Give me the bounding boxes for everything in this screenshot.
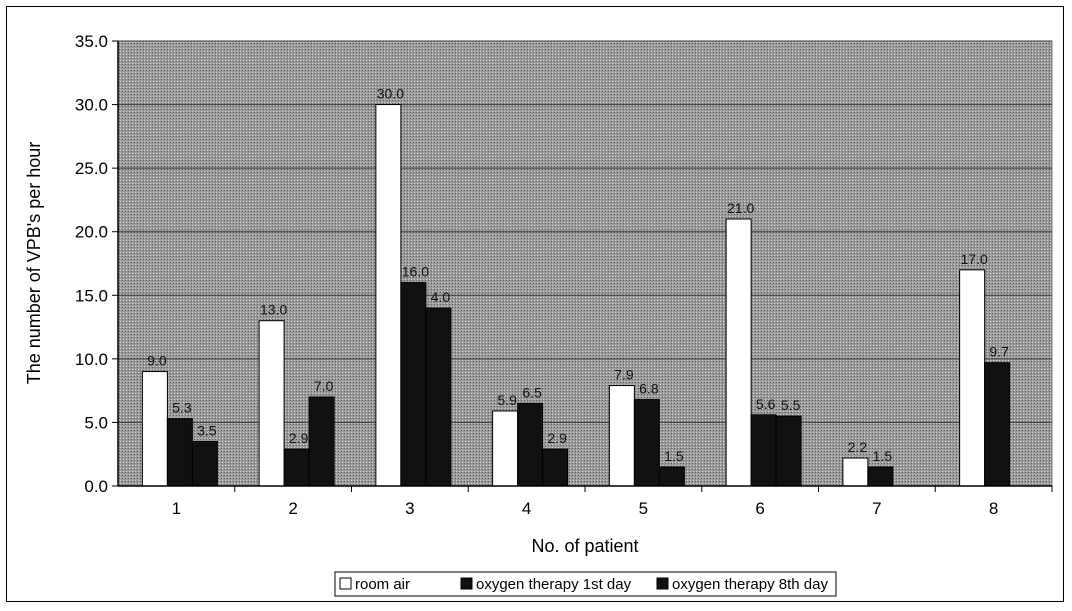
- data-label: 16.0: [402, 264, 429, 280]
- bar-room-air-patient-4: [492, 410, 519, 487]
- bar-oxygen-therapy-1st-day-patient-4: [517, 402, 544, 487]
- bar-oxygen-therapy-1st-day-patient-6: [750, 414, 777, 487]
- x-tick-label: 8: [989, 499, 998, 518]
- data-label: 3.5: [197, 423, 217, 439]
- y-tick-label: 5.0: [84, 413, 108, 432]
- legend-label: room air: [355, 576, 410, 593]
- bar-oxygen-therapy-8th-day-patient-2: [308, 396, 335, 487]
- bar-room-air-patient-8: [959, 269, 986, 487]
- y-tick-label: 25.0: [75, 159, 108, 178]
- data-label: 2.9: [547, 430, 567, 446]
- data-label: 5.3: [172, 400, 192, 416]
- data-label: 5.5: [781, 397, 801, 413]
- y-tick-label: 0.0: [84, 477, 108, 496]
- data-label: 21.0: [727, 200, 754, 216]
- legend-box: [334, 571, 837, 597]
- bar-room-air-patient-7: [842, 457, 869, 487]
- y-tick-label: 15.0: [75, 286, 108, 305]
- data-label: 2.2: [848, 439, 868, 455]
- legend-swatch: [339, 577, 352, 590]
- data-label: 30.0: [377, 86, 404, 102]
- data-label: 7.9: [614, 367, 634, 383]
- bar-room-air-patient-3: [375, 104, 402, 487]
- data-label: 17.0: [961, 251, 988, 267]
- y-tick-label: 35.0: [75, 32, 108, 51]
- plot-area: [117, 40, 1053, 487]
- data-label: 9.7: [989, 344, 1009, 360]
- bar-oxygen-therapy-8th-day-patient-5: [658, 466, 685, 487]
- data-label: 2.9: [289, 430, 309, 446]
- legend-label: oxygen therapy 1st day: [476, 576, 632, 593]
- data-label: 4.0: [431, 289, 451, 305]
- y-tick-label: 20.0: [75, 223, 108, 242]
- bar-series: [141, 104, 1011, 487]
- bar-oxygen-therapy-8th-day-patient-3: [425, 307, 452, 487]
- y-axis-title: The number of VPB's per hour: [24, 142, 44, 385]
- data-label: 5.9: [497, 392, 517, 408]
- y-tick-label: 30.0: [75, 96, 108, 115]
- bar-room-air-patient-2: [258, 320, 285, 487]
- bar-oxygen-therapy-1st-day-patient-2: [283, 448, 310, 487]
- bar-oxygen-therapy-1st-day-patient-5: [633, 399, 660, 487]
- bar-room-air-patient-1: [141, 371, 168, 487]
- x-axis-title: No. of patient: [531, 536, 638, 556]
- y-axis-ticks: 0.0 5.0 10.0 15.0 20.0 25.0 30.0 35.0: [75, 32, 118, 496]
- legend: room air oxygen therapy 1st day oxygen the…: [339, 576, 828, 593]
- bar-room-air-patient-5: [608, 385, 635, 487]
- legend-swatch: [460, 577, 473, 590]
- data-label: 1.5: [873, 448, 893, 464]
- x-tick-label: 5: [639, 499, 648, 518]
- x-tick-label: 6: [755, 499, 764, 518]
- bar-oxygen-therapy-1st-day-patient-8: [984, 362, 1011, 487]
- x-tick-label: 7: [872, 499, 881, 518]
- data-label: 5.6: [756, 396, 776, 412]
- legend-swatch: [656, 577, 669, 590]
- legend-label: oxygen therapy 8th day: [672, 576, 828, 593]
- x-tick-label: 4: [522, 499, 531, 518]
- data-label: 7.0: [314, 378, 334, 394]
- x-axis-ticks: 1 2 3 4 5 6 7 8: [172, 486, 1053, 518]
- data-label: 6.8: [639, 381, 659, 397]
- bar-oxygen-therapy-8th-day-patient-6: [775, 415, 802, 487]
- bar-oxygen-therapy-1st-day-patient-3: [400, 282, 427, 487]
- bar-oxygen-therapy-8th-day-patient-4: [542, 448, 569, 487]
- x-tick-label: 3: [405, 499, 414, 518]
- data-label: 13.0: [260, 302, 287, 318]
- y-tick-label: 10.0: [75, 350, 108, 369]
- bar-oxygen-therapy-1st-day-patient-1: [166, 418, 193, 487]
- x-tick-label: 1: [172, 499, 181, 518]
- x-tick-label: 2: [288, 499, 297, 518]
- data-label: 6.5: [522, 384, 542, 400]
- bar-oxygen-therapy-1st-day-patient-7: [867, 466, 894, 487]
- data-labels: 9.0 5.3 3.5 13.0 2.9 7.0 30.0 16.04.0 5.9 6.5 2.9 7…: [147, 86, 1009, 464]
- bar-oxygen-therapy-8th-day-patient-1: [191, 441, 218, 487]
- bar-room-air-patient-6: [725, 218, 752, 487]
- data-label: 9.0: [147, 353, 167, 369]
- data-label: 1.5: [664, 448, 684, 464]
